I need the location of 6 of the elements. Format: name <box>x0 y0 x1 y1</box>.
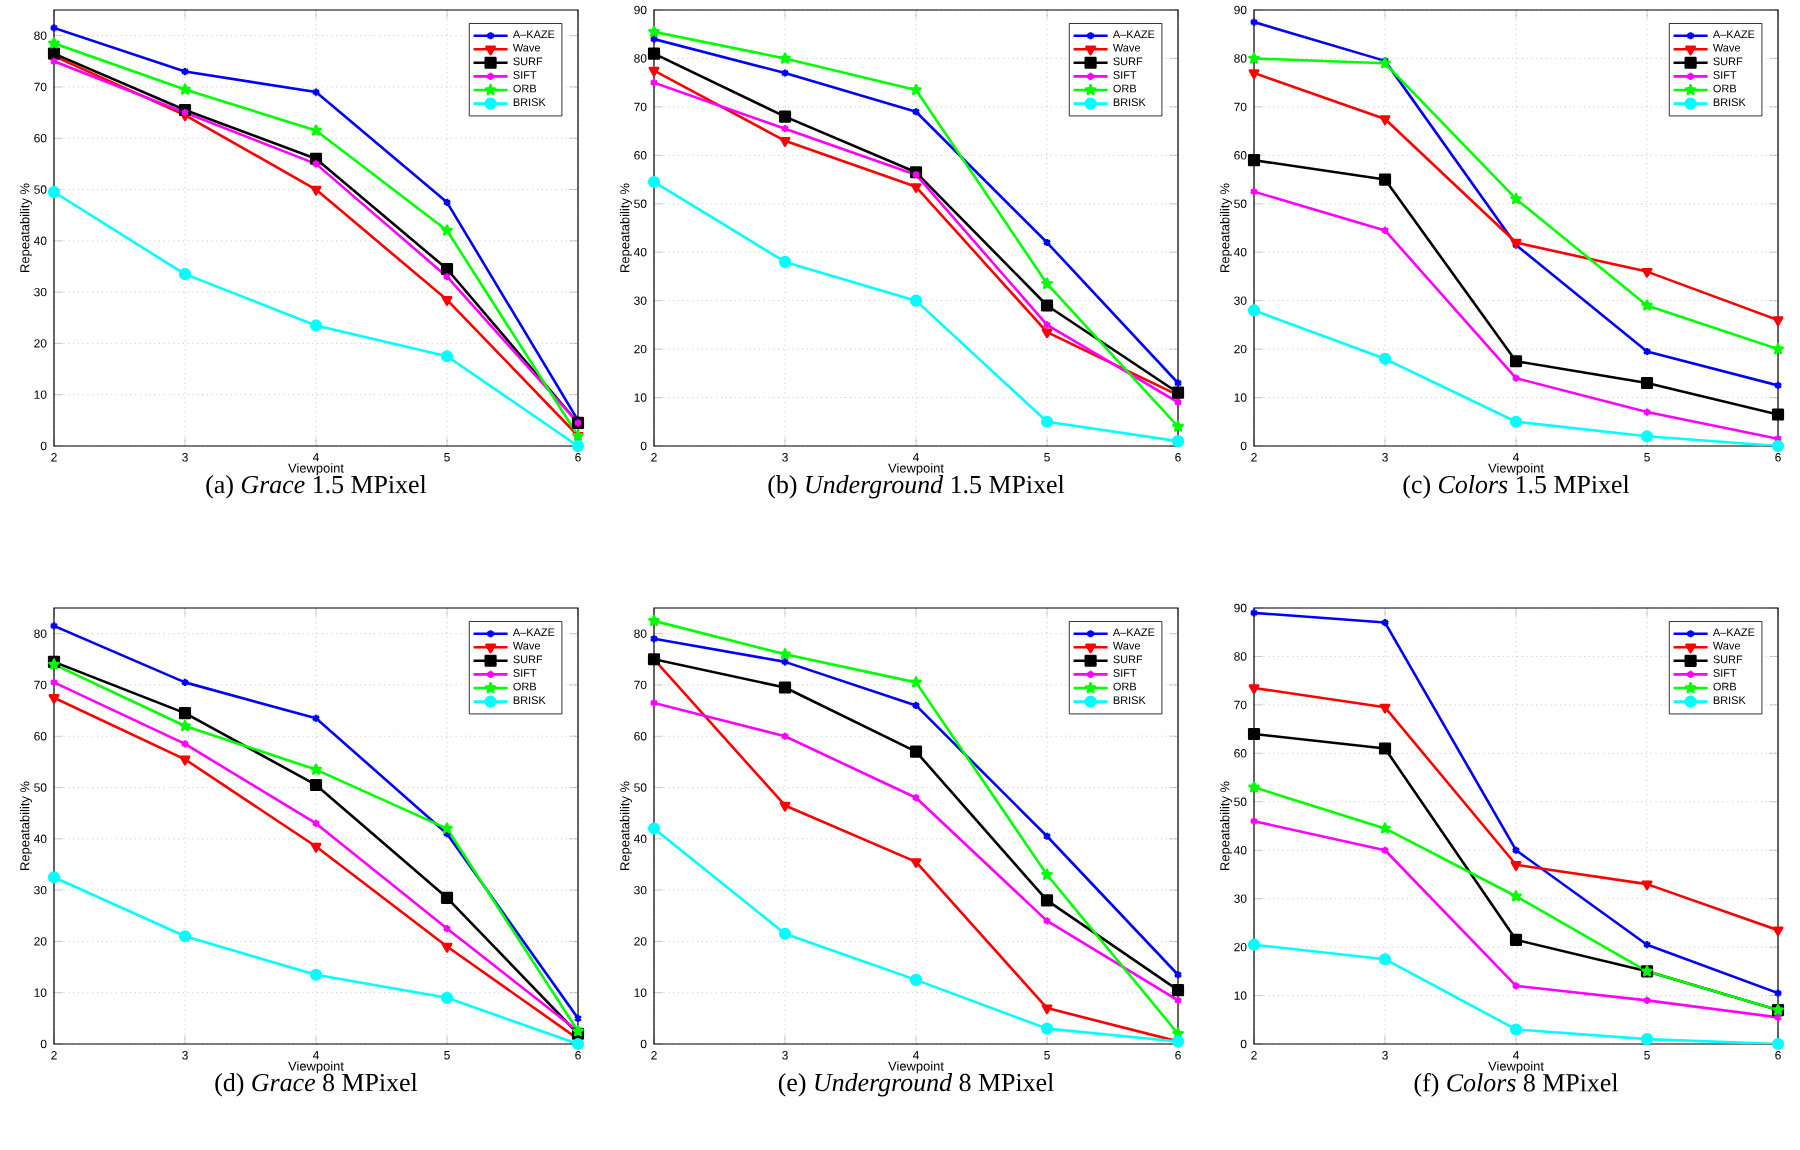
text: (f) Colors 8 MPixel <box>1414 1073 1619 1097</box>
text: (e) Underground 8 MPixel <box>778 1073 1054 1097</box>
text: (d) Grace 8 MPixel <box>215 1073 418 1097</box>
text: (c) Colors 1.5 MPixel <box>1403 475 1630 499</box>
text: (a) Grace 1.5 MPixel <box>206 475 427 499</box>
text: (b) Underground 1.5 MPixel <box>768 475 1065 499</box>
